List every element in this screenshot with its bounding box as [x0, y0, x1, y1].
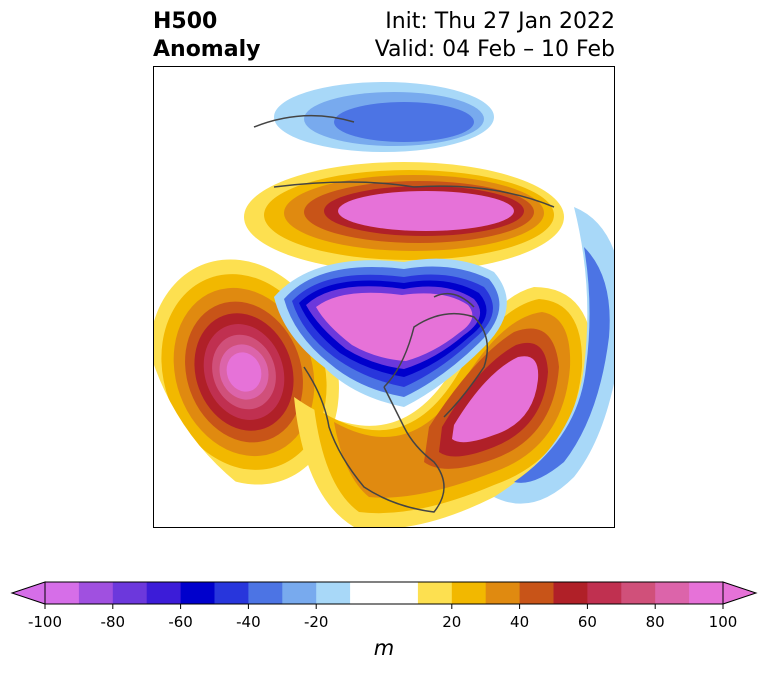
- colorbar-tick-label: 60: [577, 613, 597, 631]
- anomaly-north-atlantic: [294, 287, 594, 527]
- colorbar-segment: [316, 582, 351, 604]
- colorbar-segment: [587, 582, 622, 604]
- colorbar-tick-label: -100: [27, 613, 63, 631]
- anomaly-shading: [154, 82, 614, 527]
- colorbar-extend-high: [722, 581, 758, 605]
- colorbar-segment: [45, 582, 80, 604]
- colorbar-tick-label: 20: [442, 613, 462, 631]
- colorbar-segment: [519, 582, 554, 604]
- colorbar-segment: [655, 582, 690, 604]
- coastlines: [253, 114, 555, 513]
- colorbar-border: [44, 581, 724, 605]
- anomaly-central-asia: [274, 82, 494, 152]
- colorbar: -100 -80 -60 -40 -20 20 40 60 80 100 m: [0, 570, 768, 673]
- colorbar-units: m: [373, 636, 395, 660]
- colorbar-segment: [689, 582, 724, 604]
- colorbar-segment: [146, 582, 182, 604]
- colorbar-segment: [417, 582, 453, 604]
- colorbar-segment: [553, 582, 588, 604]
- title-left: H500 Anomaly: [153, 8, 260, 64]
- title-anomaly: Anomaly: [153, 37, 261, 62]
- colorbar-extend-low: [10, 581, 46, 605]
- colorbar-segment: [180, 582, 215, 604]
- colorbar-tick-label: -20: [303, 613, 329, 631]
- valid-range: Valid: 04 Feb – 10 Feb: [374, 37, 615, 62]
- colorbar-segment: [282, 582, 317, 604]
- colorbar-tick-label: 100: [708, 613, 738, 631]
- colorbar-segment: [214, 582, 249, 604]
- colorbar-tick-label: -80: [100, 613, 126, 631]
- colorbar-bar: [10, 581, 758, 609]
- title-right: Init: Thu 27 Jan 2022 Valid: 04 Feb – 10…: [375, 8, 615, 64]
- anomaly-east-atlantic: [494, 207, 614, 504]
- colorbar-segment: [78, 582, 114, 604]
- colorbar-segment: [384, 582, 419, 604]
- title-variable: H500: [153, 9, 218, 34]
- colorbar-tick-label: -60: [168, 613, 193, 631]
- anomaly-siberia: [244, 162, 564, 272]
- init-date: Init: Thu 27 Jan 2022: [385, 9, 615, 34]
- colorbar-tick-label: -40: [236, 613, 261, 631]
- colorbar-segment: [248, 582, 283, 604]
- colorbar-segment: [485, 582, 521, 604]
- anomaly-north-pacific: [154, 259, 339, 485]
- colorbar-tick-label: 80: [645, 613, 665, 631]
- anomaly-arctic: [274, 258, 507, 407]
- map-panel: [153, 66, 615, 528]
- colorbar-segment: [451, 582, 487, 604]
- anomaly-map: [154, 82, 614, 527]
- colorbar-segment: [112, 582, 148, 604]
- colorbar-tick-label: 40: [510, 613, 530, 631]
- colorbar-segment: [350, 582, 385, 604]
- colorbar-segment: [621, 582, 656, 604]
